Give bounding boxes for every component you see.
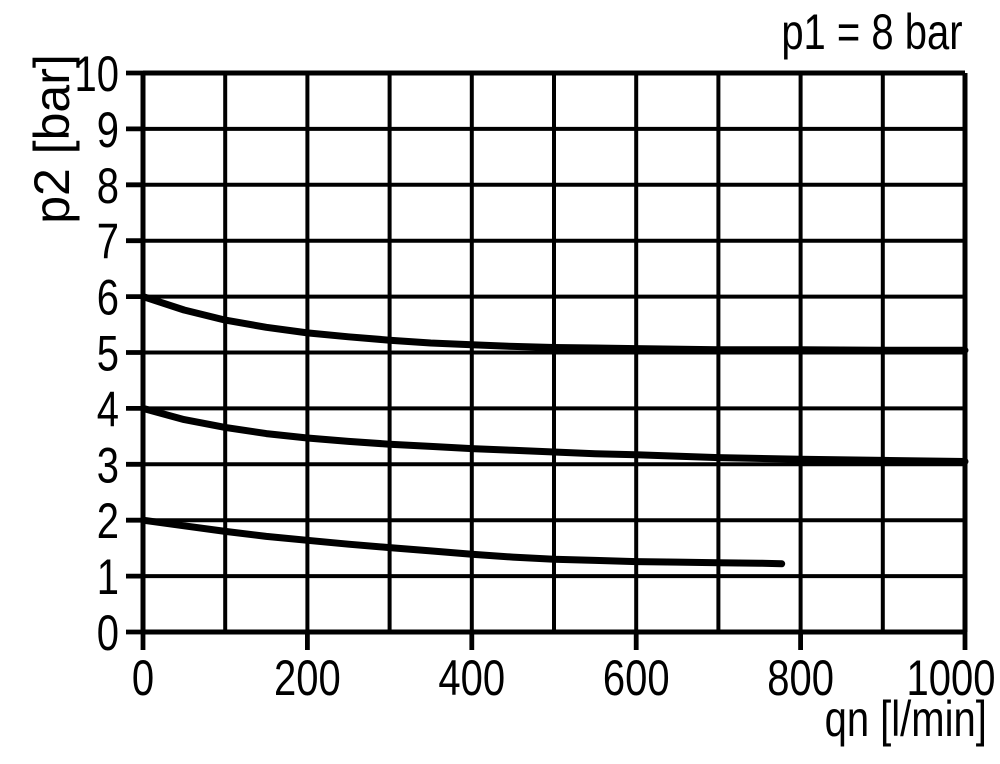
x-tick-labels: 0 200 400 600 800 1000 <box>132 650 996 706</box>
y-tick-label: 5 <box>97 325 119 381</box>
y-tick-label: 1 <box>97 549 119 605</box>
y-tick-label: 2 <box>97 493 119 549</box>
condition-label: p1 = 8 bar <box>781 4 963 60</box>
x-axis-label: qn [l/min] <box>824 691 987 747</box>
y-tick-label: 7 <box>97 213 119 269</box>
x-tick-label: 200 <box>274 650 341 706</box>
x-tick-label: 1000 <box>907 650 996 706</box>
x-tick-label: 400 <box>438 650 505 706</box>
y-tick-label: 6 <box>97 269 119 325</box>
x-tick-label: 600 <box>603 650 670 706</box>
x-tick-label: 800 <box>767 650 834 706</box>
y-tick-label: 9 <box>97 102 119 158</box>
x-tick-label: 0 <box>132 650 154 706</box>
axis-ticks <box>126 70 968 650</box>
curve-setpoint-4bar <box>139 404 969 465</box>
y-tick-label: 0 <box>97 605 119 661</box>
y-tick-label: 3 <box>97 437 119 493</box>
curves <box>139 293 969 568</box>
gridlines <box>140 70 968 635</box>
curve-setpoint-6bar <box>139 293 969 354</box>
y-axis-label: p2 [bar] <box>24 54 80 224</box>
y-tick-label: 8 <box>97 158 119 214</box>
y-tick-label: 10 <box>75 46 119 102</box>
y-tick-label: 4 <box>97 381 119 437</box>
curve-setpoint-2bar <box>139 516 786 568</box>
